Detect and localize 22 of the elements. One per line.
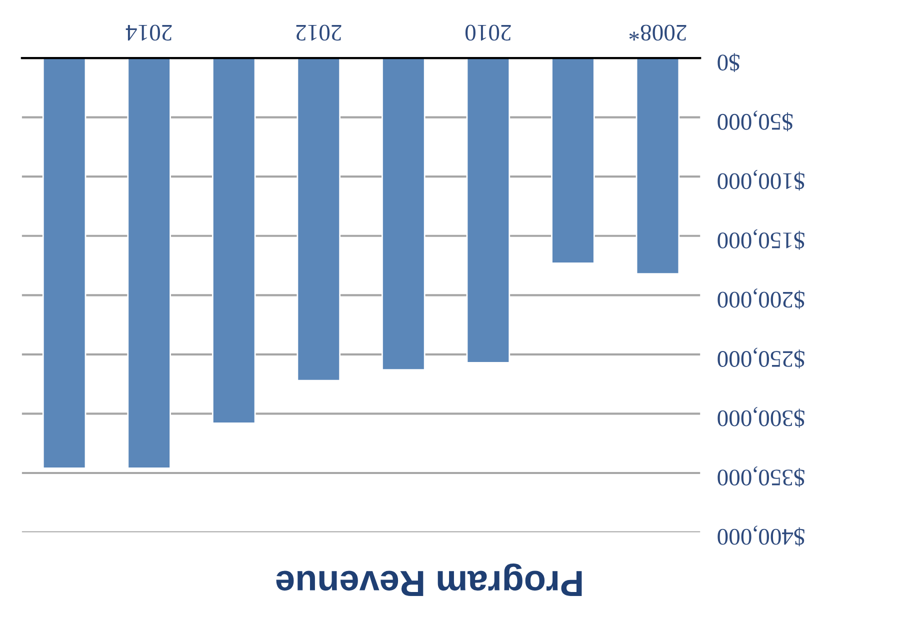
x-tick-label: 2014 — [126, 24, 172, 41]
bar — [296, 58, 341, 382]
y-tick-label: $350,000 — [718, 466, 804, 487]
bar — [212, 58, 256, 424]
y-tick-label: $100,000 — [718, 170, 804, 191]
x-tick-label: 2008* — [629, 24, 686, 41]
y-tick-label: $50,000 — [718, 110, 793, 132]
y-tick-label: $300,000 — [718, 406, 804, 428]
y-tick-label: $150,000 — [718, 229, 804, 250]
bar — [466, 58, 510, 364]
bar — [382, 58, 426, 371]
y-tick-label: $400,000 — [718, 525, 804, 546]
x-tick-label: 2012 — [296, 24, 342, 41]
y-tick-label: $200,000 — [718, 288, 804, 310]
bar — [551, 58, 595, 264]
text: Program Revenue — [276, 563, 582, 596]
y-tick-label: $0 — [718, 53, 740, 72]
bar — [42, 58, 86, 469]
bar — [127, 58, 171, 469]
x-tick-label: 2010 — [465, 24, 511, 41]
bar — [636, 58, 680, 275]
y-tick-label: $250,000 — [718, 348, 804, 368]
